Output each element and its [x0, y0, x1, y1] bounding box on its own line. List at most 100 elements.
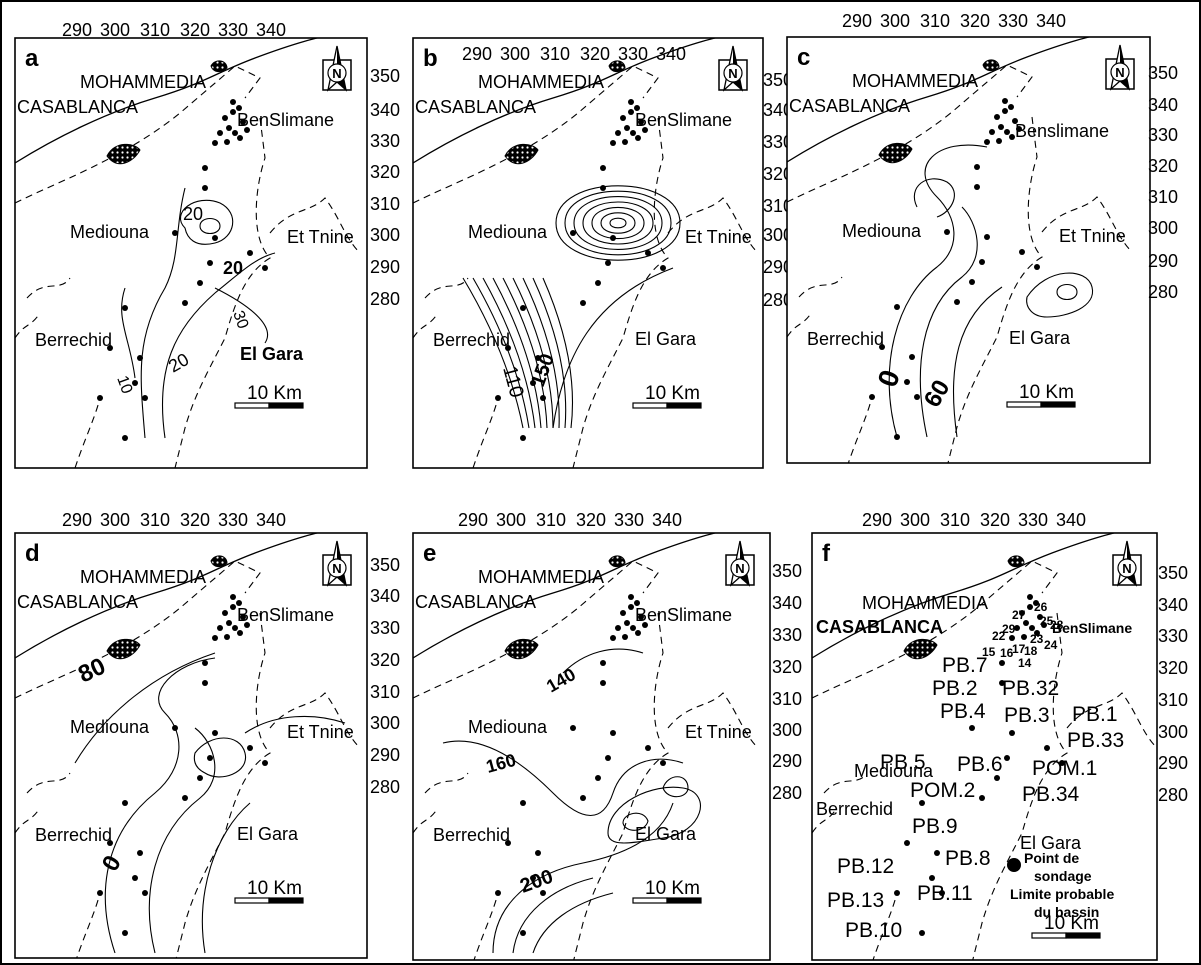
well-point [1034, 630, 1040, 636]
well-point [642, 622, 648, 628]
well-point [605, 755, 611, 761]
well-point [202, 660, 208, 666]
well-point [212, 235, 218, 241]
y-tick-label: 340 [1148, 95, 1178, 115]
well-point [894, 890, 900, 896]
well-point [132, 875, 138, 881]
contour-label: 10 [113, 374, 135, 397]
well-point [495, 890, 501, 896]
well-point [1016, 126, 1022, 132]
well-point [919, 800, 925, 806]
well-point [520, 305, 526, 311]
well-point [97, 890, 103, 896]
well-number-label: 17 [1012, 642, 1026, 656]
place-label-benslimane: Benslimane [1015, 121, 1109, 141]
well-point [520, 800, 526, 806]
well-number-label: 27 [1012, 608, 1026, 622]
x-tick-label: 320 [180, 20, 210, 40]
y-tick-label: 290 [763, 257, 793, 277]
well-point [615, 625, 621, 631]
north-arrow-icon: N [725, 540, 755, 587]
well-label: PB.1 [1072, 703, 1118, 726]
well-point [1037, 614, 1043, 620]
well-point [142, 890, 148, 896]
contour-line [161, 252, 276, 439]
well-point [620, 610, 626, 616]
well-number-label: 23 [1030, 632, 1044, 646]
contour-line [462, 277, 524, 429]
panel-letter: d [25, 540, 40, 567]
contour-line [888, 144, 988, 438]
well-label: PB.34 [1022, 783, 1080, 806]
place-label-mediouna: Mediouna [70, 717, 150, 737]
well-point [1021, 634, 1027, 640]
basin-boundary [787, 64, 1133, 463]
contour-line [1026, 272, 1093, 318]
well-label: PB.9 [912, 815, 958, 838]
x-tick-label: 330 [1018, 510, 1048, 530]
x-tick-label: 330 [618, 44, 648, 64]
contour-line [913, 178, 955, 218]
place-label-mohammedia: MOHAMMEDIA [478, 567, 604, 587]
contour-line [193, 737, 246, 778]
well-number-label: 18 [1024, 644, 1038, 658]
well-label: PB.11 [917, 882, 973, 905]
well-point [1023, 620, 1029, 626]
well-point [122, 435, 128, 441]
well-point [904, 379, 910, 385]
well-point [217, 625, 223, 631]
well-point [232, 625, 238, 631]
place-label-benslimane: BenSlimane [1052, 620, 1132, 636]
well-point [1027, 604, 1033, 610]
y-tick-label: 350 [1158, 563, 1188, 583]
coastline [15, 38, 320, 164]
y-tick-label: 300 [1148, 218, 1178, 238]
x-tick-label: 330 [998, 11, 1028, 31]
legend-text: Point de [1024, 850, 1079, 866]
contour-label: 30 [229, 309, 251, 332]
panel-frame [14, 37, 368, 469]
well-point [1044, 745, 1050, 751]
casablanca-blob [878, 142, 913, 164]
well-point [226, 125, 232, 131]
y-tick-label: 350 [772, 561, 802, 581]
place-label-casablanca: CASABLANCA [415, 97, 536, 117]
well-label: PB.13 [827, 889, 884, 912]
well-number-label: 28 [1050, 618, 1064, 632]
x-tick-label: 340 [256, 510, 286, 530]
well-number-label: 15 [982, 645, 996, 659]
well-point [262, 265, 268, 271]
contour-line [74, 652, 216, 764]
well-point [638, 119, 644, 125]
x-tick-label: 340 [656, 44, 686, 64]
well-point [240, 614, 246, 620]
y-tick-label: 280 [370, 777, 400, 797]
well-point [994, 114, 1000, 120]
y-tick-label: 350 [763, 70, 793, 90]
place-label-berrechid: Berrechid [433, 825, 510, 845]
place-label-mohammedia: MOHAMMEDIA [852, 71, 978, 91]
well-point [540, 395, 546, 401]
well-label: POM.1 [1032, 757, 1097, 780]
north-label: N [332, 66, 341, 81]
contour-line [609, 217, 627, 229]
well-point [142, 395, 148, 401]
well-point [1041, 622, 1047, 628]
well-point [628, 604, 634, 610]
place-label-casablanca: CASABLANCA [17, 592, 138, 612]
well-point [630, 625, 636, 631]
x-tick-label: 300 [880, 11, 910, 31]
contour-line [622, 812, 649, 831]
coastline [15, 533, 320, 659]
well-point [247, 745, 253, 751]
mohammedia-blob [210, 555, 228, 568]
well-point [934, 850, 940, 856]
well-point [580, 300, 586, 306]
x-tick-label: 310 [940, 510, 970, 530]
contour-line [532, 892, 614, 954]
x-tick-label: 330 [218, 510, 248, 530]
casablanca-blob [106, 638, 141, 660]
